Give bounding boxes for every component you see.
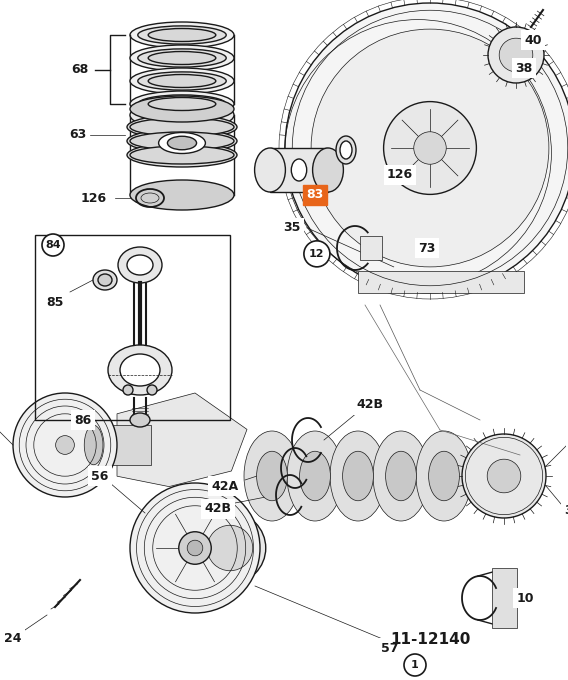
Ellipse shape xyxy=(130,180,234,210)
Ellipse shape xyxy=(340,141,352,159)
Circle shape xyxy=(488,27,544,83)
Ellipse shape xyxy=(312,148,344,192)
Ellipse shape xyxy=(373,431,429,521)
Circle shape xyxy=(42,234,64,256)
Ellipse shape xyxy=(257,452,287,500)
Polygon shape xyxy=(357,271,524,293)
Text: 38: 38 xyxy=(515,61,533,75)
Text: 12: 12 xyxy=(309,249,325,259)
Ellipse shape xyxy=(130,100,234,130)
Ellipse shape xyxy=(148,75,216,88)
Ellipse shape xyxy=(123,385,133,395)
Text: 42B: 42B xyxy=(204,503,232,515)
Text: 34: 34 xyxy=(565,505,568,517)
Ellipse shape xyxy=(127,129,237,153)
Ellipse shape xyxy=(343,452,373,500)
Circle shape xyxy=(462,434,546,518)
Circle shape xyxy=(207,525,253,571)
Ellipse shape xyxy=(287,431,343,521)
Ellipse shape xyxy=(98,274,112,286)
Ellipse shape xyxy=(127,115,237,139)
Ellipse shape xyxy=(84,425,103,464)
Ellipse shape xyxy=(416,431,472,521)
Text: 86: 86 xyxy=(74,413,91,426)
Text: 24: 24 xyxy=(4,632,22,645)
Circle shape xyxy=(179,532,211,564)
Circle shape xyxy=(130,483,260,613)
Text: 57: 57 xyxy=(381,641,399,654)
Ellipse shape xyxy=(336,136,356,164)
Text: 11-12140: 11-12140 xyxy=(390,632,470,647)
Text: 63: 63 xyxy=(69,129,87,141)
Text: 73: 73 xyxy=(418,241,436,254)
Circle shape xyxy=(311,29,549,267)
Text: 126: 126 xyxy=(81,192,107,205)
Circle shape xyxy=(56,436,74,454)
Ellipse shape xyxy=(130,413,150,427)
Bar xyxy=(492,568,517,628)
Text: 56: 56 xyxy=(91,469,108,483)
Ellipse shape xyxy=(291,159,307,181)
Ellipse shape xyxy=(148,97,216,110)
Ellipse shape xyxy=(118,247,162,283)
Ellipse shape xyxy=(130,96,234,122)
Ellipse shape xyxy=(158,133,206,154)
Ellipse shape xyxy=(138,49,226,67)
Circle shape xyxy=(383,101,477,194)
Text: 68: 68 xyxy=(72,63,89,76)
Ellipse shape xyxy=(130,91,234,117)
Circle shape xyxy=(187,540,203,556)
Circle shape xyxy=(194,512,266,583)
Circle shape xyxy=(487,459,521,493)
Text: 83: 83 xyxy=(306,188,324,201)
Circle shape xyxy=(304,241,330,267)
Bar xyxy=(360,236,382,260)
Text: 35: 35 xyxy=(283,221,301,234)
Circle shape xyxy=(414,132,446,165)
Ellipse shape xyxy=(148,52,216,65)
Text: 1: 1 xyxy=(411,660,419,670)
Bar xyxy=(94,425,151,464)
Text: 42B: 42B xyxy=(357,398,383,411)
Text: 42A: 42A xyxy=(211,479,239,492)
Text: 85: 85 xyxy=(47,296,64,309)
Text: 84: 84 xyxy=(45,240,61,250)
Ellipse shape xyxy=(130,22,234,48)
Ellipse shape xyxy=(130,132,234,150)
Ellipse shape xyxy=(130,118,234,136)
Ellipse shape xyxy=(299,452,331,500)
Ellipse shape xyxy=(108,345,172,395)
Ellipse shape xyxy=(386,452,416,500)
Text: 10: 10 xyxy=(516,592,534,605)
Circle shape xyxy=(285,3,568,293)
Ellipse shape xyxy=(330,431,386,521)
Bar xyxy=(270,148,328,192)
Circle shape xyxy=(499,38,533,72)
Ellipse shape xyxy=(130,68,234,94)
Ellipse shape xyxy=(254,148,285,192)
Ellipse shape xyxy=(138,26,226,44)
Polygon shape xyxy=(117,393,247,487)
Ellipse shape xyxy=(138,95,226,113)
Ellipse shape xyxy=(120,354,160,386)
Ellipse shape xyxy=(148,29,216,41)
Bar xyxy=(35,235,230,420)
Ellipse shape xyxy=(138,72,226,90)
Ellipse shape xyxy=(147,385,157,395)
Ellipse shape xyxy=(168,136,197,150)
Text: 40: 40 xyxy=(524,33,542,46)
Ellipse shape xyxy=(130,146,234,164)
Ellipse shape xyxy=(244,431,300,521)
Text: 126: 126 xyxy=(387,169,413,182)
Circle shape xyxy=(13,393,117,497)
Ellipse shape xyxy=(130,45,234,71)
Ellipse shape xyxy=(93,270,117,290)
Ellipse shape xyxy=(127,255,153,275)
Circle shape xyxy=(404,654,426,676)
Ellipse shape xyxy=(127,143,237,167)
Ellipse shape xyxy=(429,452,460,500)
